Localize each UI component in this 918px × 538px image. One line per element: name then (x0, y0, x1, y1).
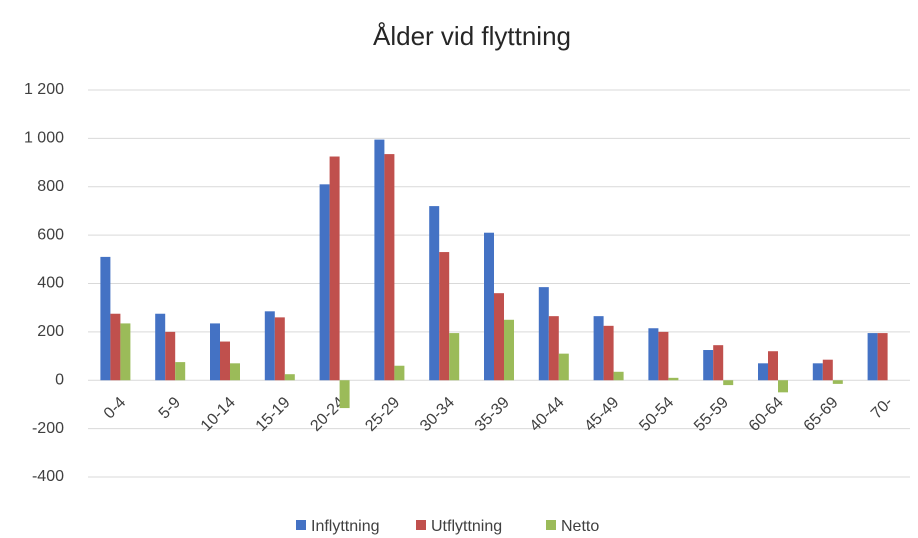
bar (110, 313, 121, 381)
bar (778, 380, 788, 393)
x-tick-label: 70- (868, 394, 896, 422)
x-tick-label: 0-4 (101, 394, 129, 422)
legend-label: Netto (561, 518, 599, 535)
legend-label: Inflyttning (311, 518, 379, 535)
bar (703, 350, 714, 381)
bar (394, 365, 405, 381)
y-tick-label: 1 000 (24, 130, 64, 147)
bar (429, 206, 440, 381)
bar (713, 345, 724, 381)
y-tick-label: 200 (37, 323, 64, 340)
bar (723, 380, 734, 386)
bar (668, 377, 679, 381)
bar (155, 313, 166, 381)
bar (768, 351, 778, 381)
y-tick-label: 600 (37, 226, 64, 243)
bar (274, 317, 285, 381)
bar (758, 363, 768, 381)
y-tick-label: 0 (55, 371, 64, 388)
bar (264, 311, 275, 381)
bar (374, 139, 385, 381)
y-tick-label: 800 (37, 178, 64, 195)
bar (484, 232, 494, 381)
bar (220, 341, 230, 381)
bar (175, 362, 186, 381)
legend-label: Utflyttning (431, 518, 502, 535)
bar (822, 359, 833, 381)
x-tick-label: 5-9 (156, 394, 184, 422)
bar (120, 323, 131, 381)
bar (319, 184, 330, 381)
bar (449, 333, 460, 381)
chart-title: Ålder vid flyttning (373, 21, 571, 51)
bar (593, 316, 604, 381)
legend-swatch (546, 520, 556, 530)
bar (339, 380, 350, 409)
y-tick-label: 1 200 (24, 81, 64, 98)
bar (329, 156, 340, 381)
y-tick-label: -200 (32, 420, 64, 437)
bar (504, 319, 514, 381)
bar (658, 331, 669, 381)
bar (812, 363, 823, 381)
bar (877, 333, 888, 381)
legend-swatch (416, 520, 426, 530)
bar (832, 380, 843, 384)
bar (613, 371, 624, 381)
bar (210, 323, 220, 381)
bar (284, 374, 295, 381)
bar (100, 256, 111, 381)
bar (867, 333, 878, 381)
bar (384, 154, 395, 381)
y-tick-label: -400 (32, 468, 64, 485)
bar (494, 293, 504, 381)
bar (538, 287, 549, 381)
bar (165, 331, 176, 381)
bar (648, 328, 659, 381)
bar (558, 353, 569, 381)
bar (439, 252, 450, 381)
y-tick-label: 400 (37, 275, 64, 292)
bar (548, 316, 559, 381)
legend-swatch (296, 520, 306, 530)
bar (230, 363, 240, 381)
bar (603, 325, 614, 381)
